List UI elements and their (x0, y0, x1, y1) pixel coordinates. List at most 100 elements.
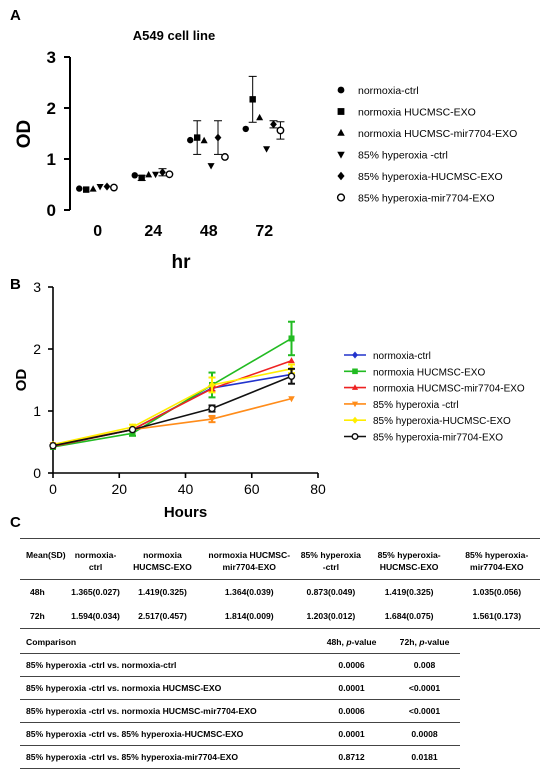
chart-a-point (159, 168, 166, 177)
summary-row: 48h 1.365(0.027) 1.419(0.325) 1.364(0.039) 0… (20, 580, 540, 605)
chart-b-x-label: Hours (164, 504, 207, 521)
chart-b-x-tick-label: 40 (178, 481, 194, 497)
chart-b-x-tick-label: 80 (310, 481, 326, 497)
comparison-label: 85% hyperoxia -ctrl vs. normoxia HUCMSC-… (26, 683, 222, 693)
chart-a-point (103, 182, 111, 191)
chart-a-legend-marker (337, 171, 345, 181)
chart-a-y-label: OD (14, 120, 35, 149)
chart-a-legend-label: normoxia HUCMSC-EXO (358, 107, 476, 119)
chart-a-point (249, 96, 256, 103)
panel-c: C (10, 514, 21, 531)
chart-a-title: A549 cell line (133, 28, 215, 43)
comparison-header-suffix: -value (424, 637, 450, 647)
chart-a-point (138, 174, 145, 182)
summary-cell: 1.419(0.325) (138, 587, 187, 597)
panel-a-letter: A (10, 7, 21, 24)
summary-table: Mean(SD) normoxia-ctrl normoxia HUCMSC-EXO… (20, 538, 540, 629)
chart-a-y-tick-label: 2 (47, 99, 56, 118)
chart-a-point (193, 134, 201, 141)
comparison-pvalue: 0.0006 (338, 706, 365, 716)
chart-a-x-tick-label: 48 (200, 223, 218, 240)
chart-b-legend-marker (352, 351, 358, 359)
summary-cell: 1.365(0.027) (71, 587, 120, 597)
comparison-header-p: p (419, 637, 425, 647)
chart-b-point (49, 442, 57, 450)
chart-a-point (96, 183, 104, 191)
chart-a-point (200, 136, 208, 144)
chart-b-x-tick-label: 0 (49, 481, 57, 497)
summary-row-label: 72h (30, 611, 45, 621)
chart-a-point (276, 126, 285, 135)
comparison-table: Comparison 48h, p-value 72h, p-value 85% h… (20, 631, 460, 769)
comparison-header-label: Comparison (20, 631, 314, 654)
summary-header-cell: 85% hyperoxia -ctrl (300, 550, 361, 572)
chart-b-point (287, 372, 296, 380)
comparison-row: 85% hyperoxia -ctrl vs. 85% hyperoxia-HU… (20, 723, 460, 746)
chart-b-legend-marker (351, 384, 359, 390)
chart-b-legend-marker (351, 401, 359, 408)
chart-a-point (76, 185, 83, 192)
panel-c-letter: C (10, 514, 21, 531)
chart-b-legend-label: 85% hyperoxia -ctrl (373, 400, 459, 411)
comparison-pvalue: 0.0006 (338, 660, 365, 670)
chart-a-point (242, 125, 249, 133)
chart-a-point (263, 146, 271, 153)
comparison-label: 85% hyperoxia -ctrl vs. 85% hyperoxia-HU… (26, 729, 244, 739)
comparison-label: 85% hyperoxia -ctrl vs. normoxia HUCMSC-… (26, 706, 257, 716)
comparison-header-text: 72h, (399, 637, 420, 647)
comparison-header-text: 48h, (326, 637, 347, 647)
chart-b-y-tick-label: 2 (33, 341, 41, 357)
chart-b-point (208, 404, 216, 413)
chart-b-legend-label: normoxia HUCMSC-mir7704-EXO (373, 384, 525, 395)
chart-a-legend-marker (337, 108, 345, 115)
chart-b-point (208, 381, 216, 389)
summary-cell: 1.035(0.056) (472, 587, 522, 597)
summary-header-cell: 85% hyperoxia-HUCMSC-EXO (377, 550, 441, 572)
chart-b-legend-label: normoxia-ctrl (373, 351, 431, 362)
summary-cell: 1.684(0.075) (384, 611, 434, 621)
chart-a-legend-marker (336, 193, 346, 202)
chart-b-legend-label: normoxia HUCMSC-EXO (373, 367, 485, 378)
chart-b-series-line (52, 368, 292, 446)
chart-a-point (152, 171, 160, 179)
comparison-header-text: Comparison (26, 637, 77, 647)
chart-b-legend-marker (351, 432, 359, 440)
summary-cell: 1.364(0.039) (224, 587, 274, 597)
chart-b-y-tick-label: 0 (33, 465, 41, 481)
chart-b-point (208, 416, 216, 423)
chart-a-legend-marker (337, 151, 345, 159)
comparison-row: 85% hyperoxia -ctrl vs. normoxia HUCMSC-… (20, 677, 460, 700)
comparison-row: 85% hyperoxia -ctrl vs. normoxia-ctrl 0.0… (20, 654, 460, 677)
chart-a-point (165, 170, 174, 179)
chart-b-y-tick-label: 3 (33, 279, 41, 295)
chart-a: A A549 cell line 0 1 2 3 OD 0 24 48 72 hr normoxia-… (10, 7, 517, 273)
chart-a-point (270, 120, 277, 129)
comparison-pvalue: 0.0001 (338, 683, 365, 693)
chart-a-y-tick-label: 1 (47, 150, 56, 169)
chart-a-legend-label: 85% hyperoxia-HUCMSC-EXO (358, 171, 503, 183)
chart-b-legend-label: 85% hyperoxia-mir7704-EXO (373, 433, 503, 444)
chart-a-point (256, 113, 264, 121)
comparison-header-pvalue: 72h, p-value (387, 631, 460, 654)
summary-header-cell: normoxia-ctrl (74, 550, 117, 572)
comparison-header-suffix: -value (351, 637, 377, 647)
chart-b-y-label: OD (13, 369, 30, 392)
chart-b-point (128, 425, 137, 434)
summary-cell: 1.419(0.325) (384, 587, 434, 597)
summary-cell: 0.873(0.049) (306, 587, 356, 597)
chart-a-legend-label: normoxia HUCMSC-mir7704-EXO (358, 128, 517, 140)
chart-b-series-line (52, 375, 292, 447)
chart-a-legend-label: normoxia-ctrl (358, 85, 419, 97)
chart-a-x-tick-label: 24 (144, 223, 162, 240)
comparison-pvalue: 0.8712 (338, 752, 365, 762)
chart-a-point (207, 163, 215, 170)
chart-a-legend-marker (337, 86, 345, 94)
chart-a-legend-marker (337, 128, 345, 136)
comparison-pvalue: 0.0008 (411, 729, 438, 739)
comparison-row: 85% hyperoxia -ctrl vs. normoxia HUCMSC-… (20, 700, 460, 723)
chart-a-point (145, 170, 153, 178)
chart-b-legend-label: 85% hyperoxia-HUCMSC-EXO (373, 416, 511, 427)
chart-a-y-tick-label: 0 (47, 201, 56, 220)
summary-row: 72h 1.594(0.034) 2.517(0.457) 1.814(0.009) 1… (20, 604, 540, 629)
summary-header-cell: 85% hyperoxia-mir7704-EXO (465, 550, 529, 572)
